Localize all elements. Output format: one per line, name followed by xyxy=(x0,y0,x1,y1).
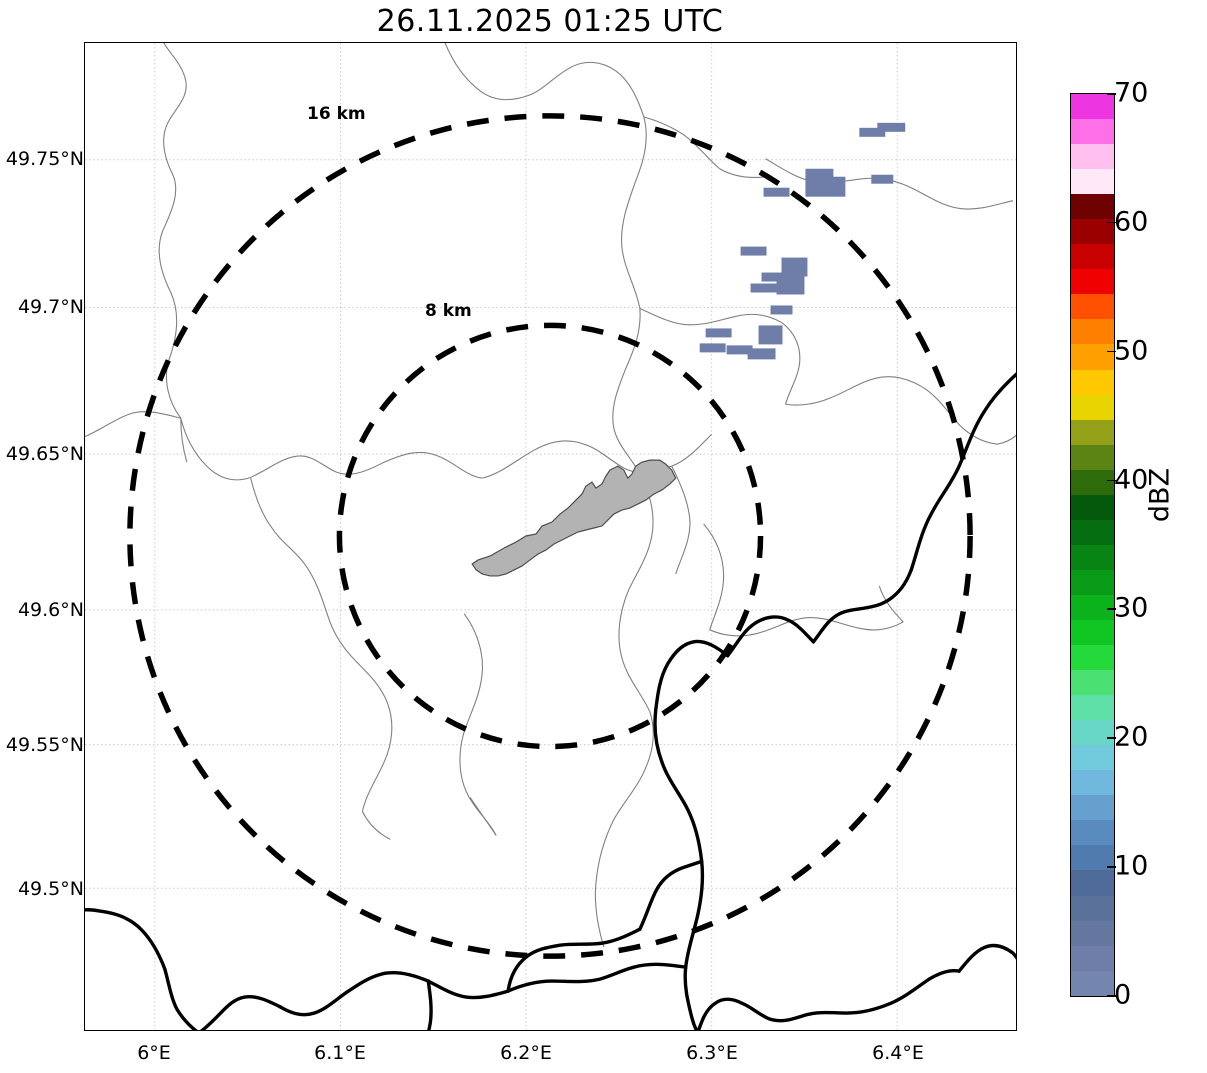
xtick-label-2: 6.2°E xyxy=(500,1042,552,1064)
colorbar-tick-label: 40 xyxy=(1114,464,1149,496)
colorbar-tick-mark xyxy=(1107,995,1116,997)
radar-echo-cell xyxy=(770,305,793,315)
radar-echo-cell xyxy=(871,174,894,184)
colorbar-band xyxy=(1071,369,1114,395)
xtick-label-0: 6°E xyxy=(137,1042,171,1064)
colorbar-tick-mark xyxy=(1107,866,1116,868)
radar-echo-cell xyxy=(699,343,726,353)
colorbar-band xyxy=(1071,519,1114,545)
colorbar-tick-label: 50 xyxy=(1114,335,1149,367)
page-title: 26.11.2025 01:25 UTC xyxy=(376,4,724,39)
colorbar-band xyxy=(1071,745,1114,771)
radar-echo-cell xyxy=(758,325,783,345)
colorbar-band xyxy=(1071,870,1114,896)
radar-echo-cell xyxy=(859,127,886,137)
radar-echo-cell xyxy=(781,257,808,277)
ytick-label-5: 49.5°N xyxy=(17,878,84,900)
map-plot-area[interactable]: 16 km 8 km xyxy=(84,42,1017,1031)
range-ring-8km xyxy=(336,322,764,750)
ytick-label-0: 49.75°N xyxy=(5,148,84,170)
range-rings xyxy=(127,113,973,959)
xtick-label-1: 6.1°E xyxy=(314,1042,366,1064)
colorbar-tick-mark xyxy=(1107,350,1116,353)
colorbar-band xyxy=(1071,194,1114,220)
colorbar-band xyxy=(1071,344,1114,370)
colorbar-band xyxy=(1071,920,1114,946)
gridlines xyxy=(85,43,1016,1030)
colorbar-tick-mark xyxy=(1107,93,1116,95)
national-border xyxy=(85,372,1016,1030)
xtick-label-3: 6.3°E xyxy=(686,1042,738,1064)
colorbar-tick-mark xyxy=(1107,479,1116,482)
radar-echo-cell xyxy=(877,122,906,132)
colorbar[interactable] xyxy=(1070,93,1115,997)
colorbar-band xyxy=(1071,945,1114,971)
range-ring-label-16km: 16 km xyxy=(307,104,366,124)
colorbar-band xyxy=(1071,469,1114,495)
ytick-label-2: 49.65°N xyxy=(5,443,84,465)
colorbar-band xyxy=(1071,594,1114,620)
colorbar-band xyxy=(1071,219,1114,245)
colorbar-band xyxy=(1071,94,1114,120)
range-ring-16km xyxy=(127,113,973,959)
colorbar-tick-label: 60 xyxy=(1114,206,1149,238)
commune-boundaries xyxy=(85,43,1016,948)
lake-polygon xyxy=(471,459,677,577)
colorbar-band xyxy=(1071,119,1114,145)
colorbar-band xyxy=(1071,244,1114,270)
colorbar-band xyxy=(1071,569,1114,595)
radar-echo-cell xyxy=(747,348,776,360)
ytick-label-4: 49.55°N xyxy=(5,734,84,756)
colorbar-tick-mark xyxy=(1107,608,1116,611)
ytick-label-1: 49.7°N xyxy=(17,296,84,318)
colorbar-band xyxy=(1071,795,1114,821)
colorbar-band xyxy=(1071,169,1114,195)
colorbar-band xyxy=(1071,619,1114,646)
ytick-label-3: 49.6°N xyxy=(17,599,84,621)
colorbar-band xyxy=(1071,970,1114,996)
colorbar-tick-mark xyxy=(1107,737,1116,739)
colorbar-tick-label: 0 xyxy=(1114,979,1132,1011)
colorbar-tick-label: 10 xyxy=(1114,850,1149,882)
radar-echo-cell xyxy=(740,246,767,256)
colorbar-tick-label: 70 xyxy=(1114,77,1149,109)
colorbar-band xyxy=(1071,294,1114,320)
radar-echo-cell xyxy=(705,328,732,338)
colorbar-band xyxy=(1071,670,1114,696)
colorbar-band xyxy=(1071,144,1114,170)
range-ring-label-8km: 8 km xyxy=(425,301,472,321)
colorbar-band xyxy=(1071,895,1114,921)
radar-echo-cell xyxy=(750,283,777,293)
colorbar-tick-label: 20 xyxy=(1114,721,1149,753)
radar-echo-layer xyxy=(699,122,906,360)
colorbar-tick-mark xyxy=(1107,221,1116,224)
colorbar-band xyxy=(1071,544,1114,570)
radar-echo-cell xyxy=(805,176,846,197)
colorbar-band xyxy=(1071,444,1114,470)
colorbar-band xyxy=(1071,695,1114,721)
colorbar-band xyxy=(1071,770,1114,796)
colorbar-band xyxy=(1071,269,1114,295)
xtick-label-4: 6.4°E xyxy=(872,1042,924,1064)
map-vector-layer xyxy=(85,43,1016,1030)
colorbar-band xyxy=(1071,394,1114,420)
colorbar-tick-label: 30 xyxy=(1114,592,1149,624)
radar-echo-cell xyxy=(776,274,805,295)
radar-echo-cell xyxy=(763,187,790,197)
colorbar-band xyxy=(1071,319,1114,345)
colorbar-band xyxy=(1071,845,1114,871)
colorbar-band xyxy=(1071,419,1114,445)
colorbar-band xyxy=(1071,645,1114,671)
colorbar-band xyxy=(1071,720,1114,746)
colorbar-label: dBZ xyxy=(1144,467,1176,523)
colorbar-band xyxy=(1071,820,1114,846)
radar-echo-cell xyxy=(726,345,753,355)
colorbar-band xyxy=(1071,494,1114,520)
